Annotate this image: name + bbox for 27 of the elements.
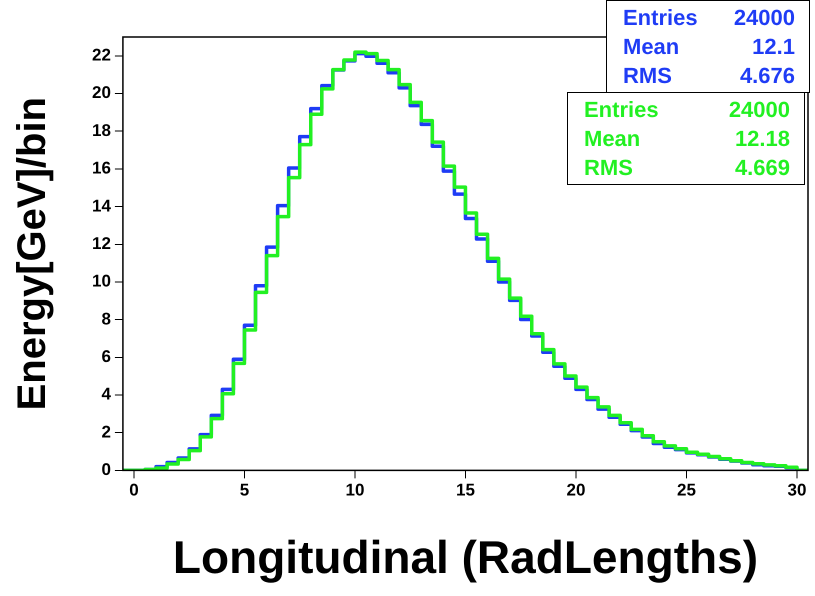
text: Entries 24000 bbox=[584, 97, 790, 122]
y-tick-label: 10 bbox=[92, 272, 111, 291]
y-tick-label: 22 bbox=[92, 46, 111, 65]
x-tick-label: 25 bbox=[676, 480, 696, 500]
text: RMS 4.669 bbox=[584, 155, 790, 180]
y-tick-label: 2 bbox=[101, 422, 111, 442]
x-tick-label: 0 bbox=[129, 480, 139, 500]
y-tick-label: 4 bbox=[101, 384, 112, 404]
y-tick-label: 0 bbox=[101, 460, 111, 480]
y-tick-label: 14 bbox=[92, 196, 112, 216]
x-axis-title: Longitudinal (RadLengths) bbox=[172, 531, 758, 584]
y-tick-label: 16 bbox=[92, 158, 111, 178]
y-tick-label: 18 bbox=[92, 120, 111, 140]
text: Mean 12.18 bbox=[584, 126, 790, 151]
x-tick-label: 15 bbox=[456, 480, 475, 500]
x-tick-label: 5 bbox=[240, 480, 250, 500]
text: Entries 24000 bbox=[623, 5, 795, 30]
y-tick-label: 20 bbox=[92, 83, 111, 102]
y-tick-label: 6 bbox=[101, 347, 111, 366]
x-tick-label: 10 bbox=[345, 480, 364, 500]
y-axis-title: Energy[GeV]/bin bbox=[10, 97, 54, 410]
x-tick-label: 20 bbox=[566, 480, 586, 500]
y-tick-label: 8 bbox=[101, 309, 111, 328]
text: RMS 4.676 bbox=[623, 63, 795, 88]
text: Mean 12.1 bbox=[623, 34, 795, 59]
x-tick-label: 30 bbox=[787, 480, 806, 500]
y-tick-label: 12 bbox=[92, 234, 111, 253]
